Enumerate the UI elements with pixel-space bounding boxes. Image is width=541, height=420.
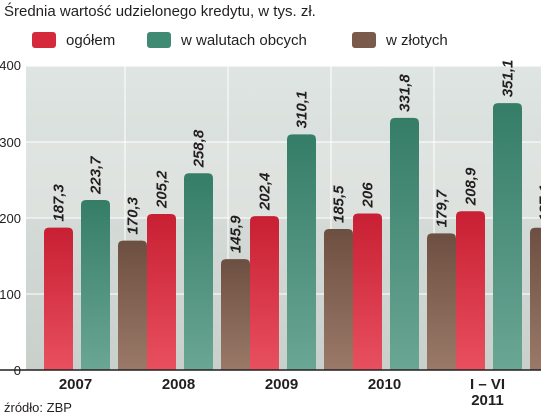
bar-walutach <box>493 103 522 370</box>
bar-zlotych <box>221 259 250 370</box>
bar-zlotych <box>530 227 541 370</box>
y-tick-label: 300 <box>0 135 21 150</box>
plot-band <box>26 142 541 218</box>
legend-label-walutach: w walutach obcych <box>181 31 307 49</box>
data-label: 187,3 <box>51 183 68 221</box>
data-label: 205,2 <box>154 170 171 209</box>
y-tick-label: 400 <box>0 58 21 73</box>
data-label: 170,3 <box>125 196 142 234</box>
legend: ogółem w walutach obcych w złotych <box>0 30 541 50</box>
legend-item-walutach: w walutach obcych <box>147 30 307 50</box>
x-tick-label: 2007 <box>59 376 92 393</box>
bar-zlotych <box>324 229 353 370</box>
bar-zlotych <box>427 233 456 370</box>
data-label: 351,1 <box>500 60 517 98</box>
x-tick-label: I – VI <box>470 376 505 393</box>
legend-swatch-zlotych <box>352 32 376 48</box>
bar-ogolem <box>353 213 382 370</box>
data-label: 310,1 <box>294 91 311 129</box>
legend-label-ogolem: ogółem <box>66 31 116 49</box>
data-label: 223,7 <box>88 156 105 195</box>
bar-walutach <box>184 173 213 370</box>
y-tick-label: 100 <box>0 287 21 302</box>
data-label: 208,9 <box>463 167 480 206</box>
data-label: 206 <box>360 182 377 209</box>
data-label: 187,1 <box>537 184 541 222</box>
data-label: 202,4 <box>257 172 274 211</box>
x-tick-label: 2008 <box>162 376 195 393</box>
bar-ogolem <box>250 216 279 370</box>
bar-zlotych <box>118 240 147 370</box>
bar-ogolem <box>44 227 73 370</box>
source-note: źródło: ZBP <box>4 400 72 415</box>
bar-walutach <box>390 117 419 370</box>
data-label: 185,5 <box>331 185 348 223</box>
legend-swatch-walutach <box>147 32 171 48</box>
data-label: 179,7 <box>434 189 451 227</box>
legend-label-zlotych: w złotych <box>386 31 448 49</box>
legend-swatch-ogolem <box>32 32 56 48</box>
x-tick-label: 2009 <box>265 376 298 393</box>
legend-item-zlotych: w złotych <box>352 30 448 50</box>
y-tick-label: 200 <box>0 211 21 226</box>
bar-ogolem <box>456 211 485 370</box>
x-tick-label: 2010 <box>368 376 401 393</box>
chart-title: Średnia wartość udzielonego kredytu, w t… <box>4 3 316 20</box>
data-label: 258,8 <box>191 129 208 168</box>
bar-ogolem <box>147 214 176 370</box>
bar-walutach <box>287 134 316 370</box>
data-label: 145,9 <box>228 215 245 253</box>
legend-item-ogolem: ogółem <box>32 30 115 50</box>
x-tick-label: 2011 <box>471 392 504 409</box>
data-label: 331,8 <box>397 74 414 112</box>
bar-walutach <box>81 199 110 370</box>
